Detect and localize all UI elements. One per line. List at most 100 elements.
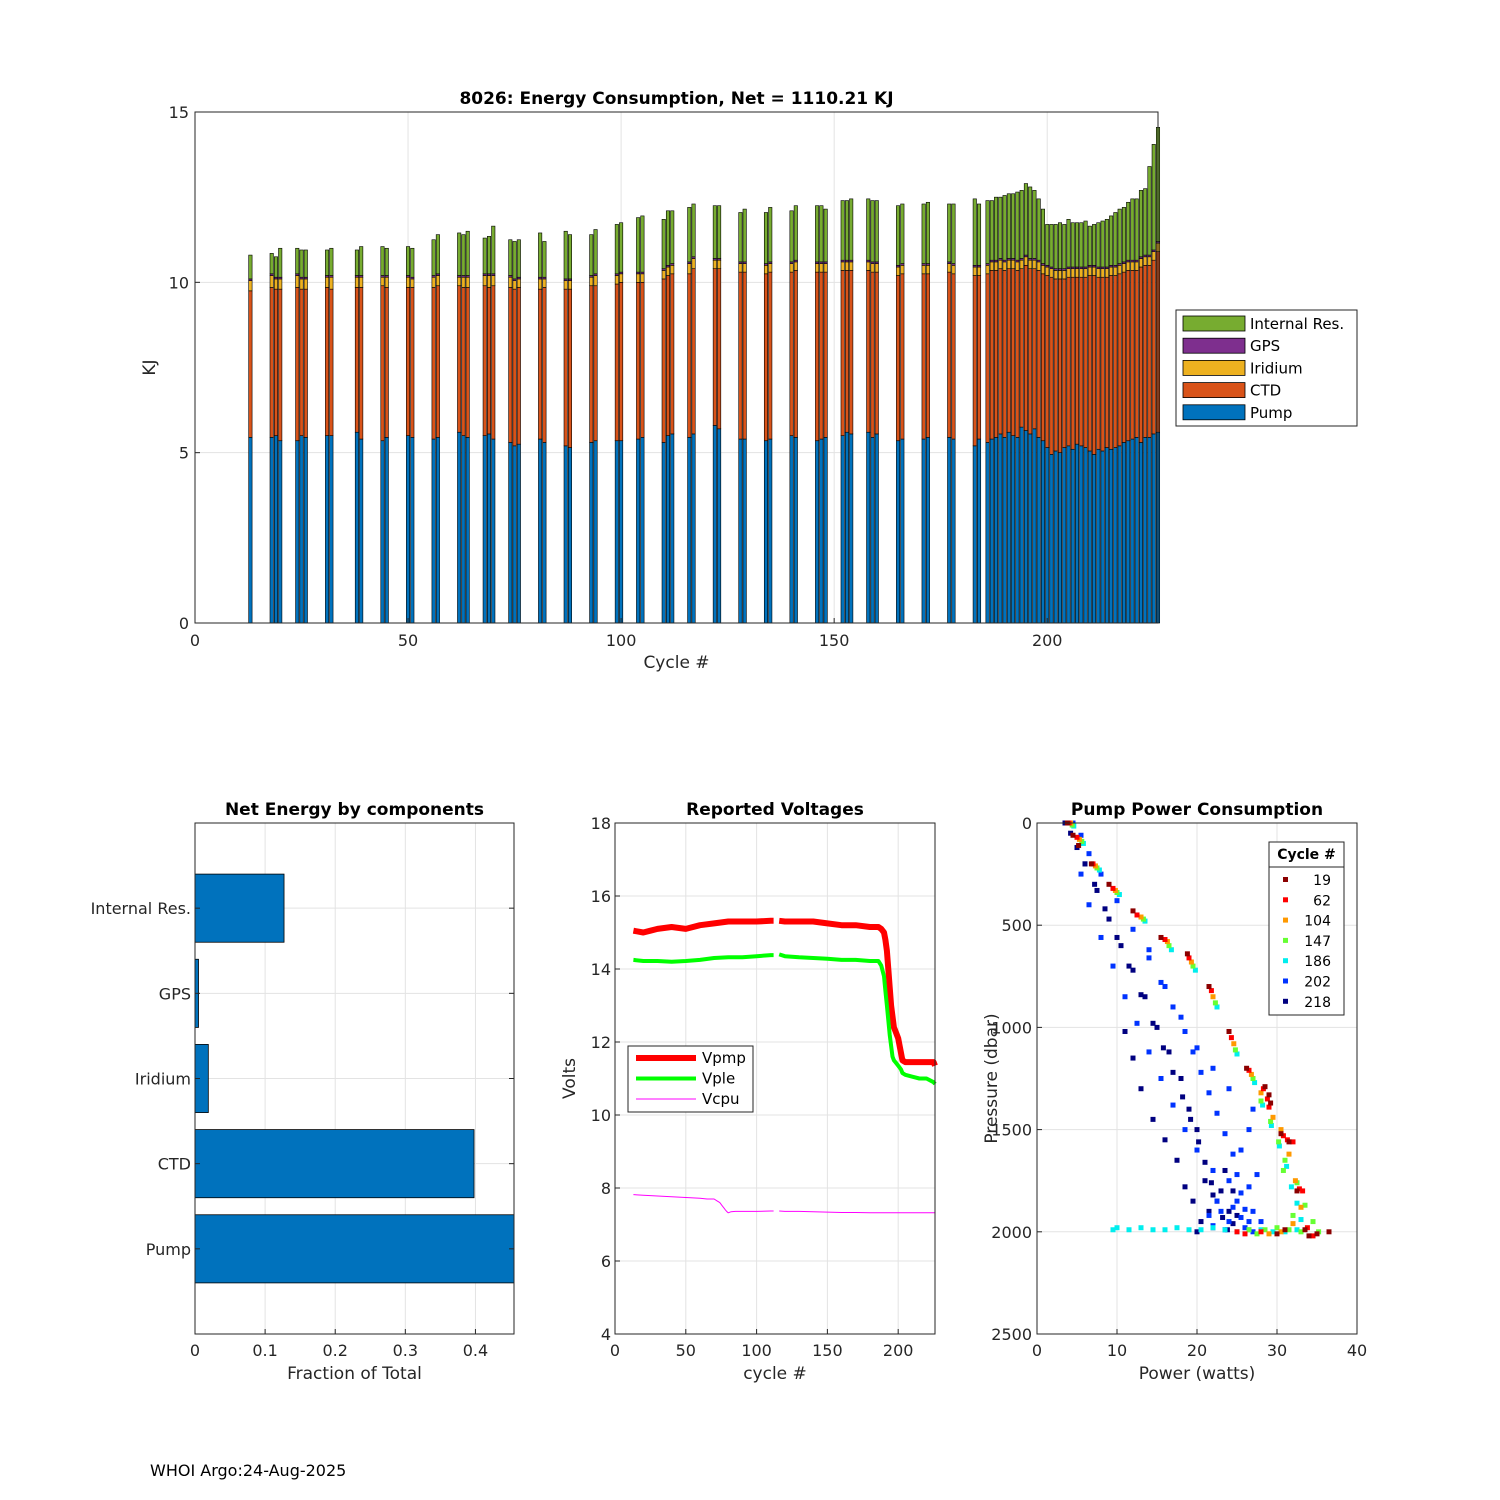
legend-label: Vpmp <box>702 1049 746 1067</box>
bar-iridium-cycle-222 <box>1138 258 1143 268</box>
x-tick-label: 10 <box>1107 1341 1127 1360</box>
bar-ctd-cycle-187 <box>989 270 994 440</box>
bar-pump-cycle-177 <box>947 437 952 624</box>
bar-iridium-cycle-45 <box>384 276 389 288</box>
bar-internal-res-cycle-111 <box>665 210 670 266</box>
bar-internal-res-cycle-44 <box>380 246 385 276</box>
bar-internal-res-cycle-224 <box>1147 166 1152 256</box>
legend-swatch <box>1182 404 1246 421</box>
bar-internal-res-cycle-220 <box>1130 198 1135 261</box>
bar-ctd-cycle-57 <box>435 285 440 438</box>
legend-label: Internal Res. <box>1250 315 1344 333</box>
point-cycle-186 <box>1114 1225 1120 1231</box>
energy-consumption-chart: 8026: Energy Consumption, Net = 1110.21 … <box>140 89 1358 673</box>
point-cycle-218 <box>1234 1212 1240 1218</box>
bar-ctd-cycle-184 <box>977 275 982 440</box>
bar-ctd-cycle-24 <box>295 287 300 442</box>
bar-ctd-cycle-165 <box>896 275 901 442</box>
point-cycle-19 <box>1266 1092 1272 1098</box>
bar-internal-res-cycle-192 <box>1011 193 1016 259</box>
point-cycle-218 <box>1206 1208 1212 1214</box>
bar-iridium-cycle-13 <box>248 280 253 292</box>
y-tick-label: 500 <box>1001 916 1032 935</box>
point-cycle-202 <box>1170 1004 1176 1010</box>
footer-stamp: WHOI Argo:24-Aug-2025 <box>150 1461 347 1480</box>
bar-internal-res-cycle-70 <box>491 225 496 275</box>
bar-internal-res-cycle-25 <box>299 249 304 278</box>
bar-pump-cycle-207 <box>1075 443 1080 624</box>
bar-pump-cycle-32 <box>329 435 334 624</box>
point-cycle-202 <box>1086 851 1092 857</box>
bar-iridium-cycle-165 <box>896 266 901 276</box>
x-tick-label: 20 <box>1187 1341 1207 1360</box>
bar-iridium-cycle-122 <box>712 259 717 270</box>
bar-iridium-cycle-178 <box>951 264 956 275</box>
bar-iridium-cycle-19 <box>273 278 278 290</box>
y-tick-label: 10 <box>169 273 189 292</box>
bar-ctd-cycle-177 <box>947 271 952 438</box>
point-cycle-202 <box>1198 1069 1204 1075</box>
bar-iridium-cycle-152 <box>840 261 845 271</box>
point-cycle-202 <box>1182 1127 1188 1133</box>
point-cycle-104 <box>1138 914 1144 920</box>
bar-internal-res-cycle-223 <box>1143 188 1148 256</box>
point-cycle-202 <box>1214 1198 1220 1204</box>
axes-box <box>194 822 515 1335</box>
bar-internal-res-cycle-146 <box>815 205 820 263</box>
bar-iridium-cycle-69 <box>487 275 492 288</box>
bar-pump-cycle-82 <box>542 442 547 624</box>
point-cycle-186 <box>1126 1227 1132 1233</box>
bar-ctd-cycle-152 <box>840 270 845 436</box>
bar-internal-res-cycle-166 <box>900 203 905 264</box>
point-cycle-218 <box>1082 861 1088 867</box>
bar-iridium-cycle-177 <box>947 263 952 273</box>
point-cycle-218 <box>1122 1028 1128 1034</box>
bar-pump-cycle-153 <box>844 431 849 624</box>
bar-pump-cycle-147 <box>819 438 824 624</box>
bar-iridium-cycle-204 <box>1062 270 1067 280</box>
bar-ctd-cycle-222 <box>1138 266 1143 443</box>
y-tick-label: 6 <box>601 1252 611 1271</box>
bar-internal-res-cycle-45 <box>384 247 389 276</box>
point-cycle-104 <box>1188 959 1194 965</box>
bar-ctd-cycle-74 <box>508 287 513 443</box>
bar-internal-res-cycle-99 <box>614 224 619 275</box>
bar-ctd-cycle-88 <box>567 288 572 448</box>
legend-label: Pump <box>1250 404 1292 422</box>
bar-pump-cycle-197 <box>1032 428 1037 624</box>
point-cycle-202 <box>1206 1090 1212 1096</box>
bar-pump-cycle-188 <box>994 437 999 624</box>
bar-ctd-cycle-93 <box>589 285 594 443</box>
point-cycle-218 <box>1150 1116 1156 1122</box>
bar-iridium-cycle-184 <box>977 266 982 276</box>
legend-label: 19 <box>1313 873 1331 889</box>
bar-pump-cycle-221 <box>1134 437 1139 624</box>
legend: Cycle # 19 62 104 147 186 202 218 <box>1268 841 1345 1016</box>
point-cycle-218 <box>1170 1069 1176 1075</box>
bar-internal-res-cycle-104 <box>636 217 641 273</box>
bar-ctd-cycle-201 <box>1049 276 1054 455</box>
bar-internal-res-cycle-191 <box>1006 193 1011 259</box>
bar-ctd-cycle-70 <box>491 285 496 440</box>
bar-pump-cycle-189 <box>998 433 1003 624</box>
bar-ctd-cycle-100 <box>619 282 624 442</box>
point-cycle-186 <box>1276 1143 1282 1149</box>
bar-pump-cycle-88 <box>567 447 572 624</box>
point-cycle-202 <box>1122 994 1128 1000</box>
point-cycle-62 <box>1186 955 1192 961</box>
legend-label: 202 <box>1304 975 1331 991</box>
bar-pump-cycle-166 <box>900 438 905 624</box>
bar-iridium-cycle-74 <box>508 276 513 288</box>
bar-internal-res-cycle-203 <box>1057 222 1062 270</box>
bar-pump-cycle-74 <box>508 442 513 624</box>
bar-internal-res-cycle-184 <box>977 203 982 266</box>
bar-iridium-cycle-193 <box>1015 261 1020 271</box>
bar-internal-res-cycle-197 <box>1032 190 1037 259</box>
bar-iridium-cycle-211 <box>1092 266 1097 276</box>
bar-pump-cycle-183 <box>972 445 977 624</box>
bar-internal-res-cycle-68 <box>482 237 487 275</box>
bar-iridium-cycle-189 <box>998 259 1003 270</box>
point-cycle-186 <box>1252 1080 1258 1086</box>
bar-internal-res-cycle-154 <box>849 198 854 261</box>
bar-iridium-cycle-110 <box>661 270 666 280</box>
